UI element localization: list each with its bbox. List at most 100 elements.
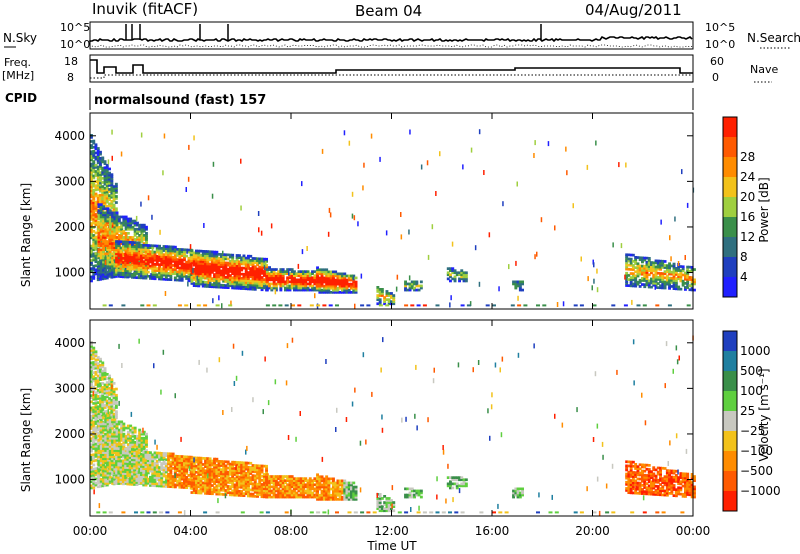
heatmap-cell (120, 430, 124, 434)
heatmap-cell (133, 245, 137, 249)
heatmap-cell (625, 278, 629, 281)
heatmap-cell (97, 236, 101, 239)
heatmap-cell (663, 264, 667, 267)
heatmap-cell (142, 250, 146, 253)
heatmap-cell (258, 273, 262, 277)
heatmap-cell (144, 459, 148, 462)
heatmap-cell (213, 256, 216, 260)
heatmap-cell (153, 463, 157, 467)
heatmap-cell (204, 262, 207, 266)
heatmap-cell (133, 477, 137, 480)
heatmap-cell (90, 361, 93, 365)
heatmap-cell (260, 284, 264, 287)
heatmap-cell (133, 458, 137, 462)
heatmap-cell (656, 261, 660, 265)
heatmap-cell (90, 408, 93, 412)
heatmap-cell (108, 194, 111, 197)
heatmap-cell (120, 236, 124, 239)
heatmap-cell (656, 276, 660, 279)
heatmap-cell (311, 280, 314, 284)
heatmap-cell (105, 264, 109, 268)
heatmap-cell (108, 184, 111, 187)
heatmap-cell (140, 481, 143, 485)
heatmap-cell (260, 230, 263, 236)
heatmap-cell (117, 219, 121, 223)
heatmap-cell (94, 200, 98, 204)
heatmap-cell (131, 267, 134, 271)
colorbar-swatch (723, 197, 737, 217)
heatmap-cell (120, 455, 124, 459)
heatmap-cell (106, 434, 110, 438)
heatmap-cell (164, 247, 168, 250)
heatmap-cell (178, 260, 182, 264)
heatmap-cell (90, 158, 93, 162)
heatmap-cell (173, 454, 177, 458)
heatmap-cell (215, 250, 219, 254)
heatmap-cell (299, 272, 303, 275)
heatmap-cell (112, 394, 116, 397)
heatmap-cell (654, 284, 656, 290)
heatmap-cell (162, 484, 166, 488)
heatmap-cell (183, 270, 186, 274)
heatmap-cell (119, 463, 123, 467)
heatmap-cell (113, 215, 117, 219)
heatmap-cell (113, 262, 117, 266)
heatmap-cell (115, 482, 118, 485)
heatmap-cell (96, 370, 100, 374)
heatmap-cell (192, 257, 196, 261)
heatmap-cell (178, 252, 182, 255)
heatmap-cell (199, 262, 203, 265)
heatmap-cell (249, 287, 253, 291)
heatmap-cell (90, 431, 93, 434)
heatmap-cell (153, 269, 157, 272)
heatmap-cell (149, 254, 152, 258)
heatmap-cell (183, 477, 186, 481)
heatmap-cell (105, 377, 109, 380)
heatmap-cell (110, 378, 114, 381)
heatmap-cell (115, 246, 118, 249)
heatmap-cell (99, 205, 103, 208)
heatmap-cell (126, 470, 130, 474)
heatmap-cell (217, 263, 221, 266)
heatmap-cell (650, 265, 653, 268)
heatmap-cell (155, 468, 159, 471)
heatmap-cell (135, 251, 139, 255)
heatmap-cell (212, 298, 214, 304)
heatmap-cell (199, 463, 203, 466)
heatmap-cell (162, 470, 166, 474)
heatmap-cell (113, 447, 117, 450)
heatmap-cell (201, 250, 205, 253)
heatmap-cell (90, 367, 93, 371)
heatmap-cell (258, 269, 262, 273)
heatmap-cell (185, 480, 189, 483)
heatmap-cell (133, 428, 137, 432)
heatmap-cell (138, 453, 142, 456)
heatmap-cell (173, 270, 177, 274)
heatmap-cell (197, 483, 201, 487)
heatmap-cell (121, 304, 126, 307)
heatmap-cell (322, 268, 326, 272)
heatmap-cell (164, 476, 168, 480)
heatmap-cell (625, 255, 629, 259)
heatmap-cell (112, 199, 116, 203)
heatmap-cell (90, 400, 93, 404)
heatmap-cell (94, 420, 98, 423)
heatmap-cell (115, 480, 118, 483)
heatmap-cell (164, 480, 168, 484)
heatmap-cell (631, 260, 635, 263)
heatmap-cell (126, 466, 130, 469)
heatmap-cell (652, 281, 656, 285)
heatmap-cell (101, 195, 105, 199)
heatmap-cell (105, 254, 109, 257)
heatmap-cell (392, 302, 396, 306)
heatmap-cell (108, 416, 112, 420)
heatmap-cell (153, 250, 157, 254)
heatmap-cell (647, 269, 651, 272)
heatmap-cell (108, 260, 112, 264)
heatmap-cell (155, 263, 159, 266)
heatmap-cell (231, 253, 235, 257)
heatmap-cell (329, 286, 333, 290)
heatmap-cell (523, 304, 528, 307)
beam-title: Beam 04 (355, 2, 422, 20)
heatmap-cell (96, 171, 100, 175)
